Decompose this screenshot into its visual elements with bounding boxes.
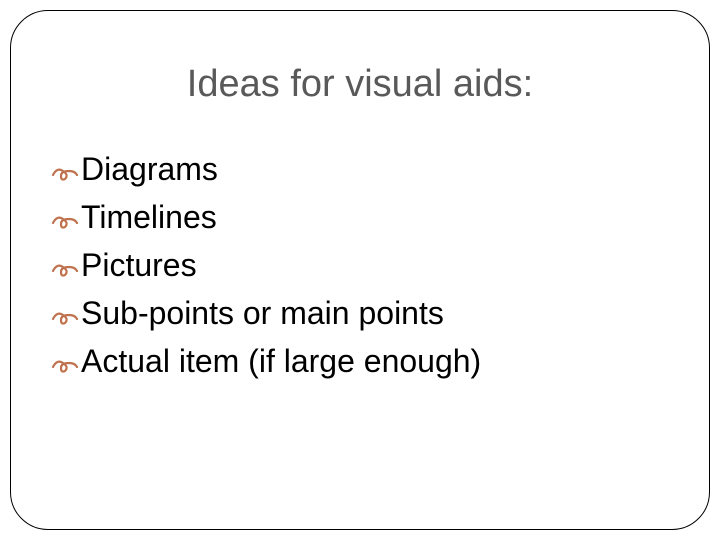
- list-item-text: Sub-points or main points: [81, 293, 444, 333]
- list-item-text: Actual item (if large enough): [81, 341, 481, 381]
- list-item: Diagrams: [51, 149, 481, 191]
- list-item: Actual item (if large enough): [51, 341, 481, 383]
- bullet-icon: [51, 343, 79, 383]
- list-item: Sub-points or main points: [51, 293, 481, 335]
- slide-frame: Ideas for visual aids: Diagrams Timeline…: [10, 10, 710, 530]
- list-item: Timelines: [51, 197, 481, 239]
- list-item: Pictures: [51, 245, 481, 287]
- list-item-text: Diagrams: [81, 149, 218, 189]
- bullet-icon: [51, 295, 79, 335]
- list-item-text: Timelines: [81, 197, 217, 237]
- bullet-icon: [51, 247, 79, 287]
- bullet-icon: [51, 151, 79, 191]
- list-item-text: Pictures: [81, 245, 197, 285]
- bullet-list: Diagrams Timelines Pictures Sub-points o…: [51, 149, 481, 389]
- slide-title: Ideas for visual aids:: [11, 63, 709, 106]
- bullet-icon: [51, 199, 79, 239]
